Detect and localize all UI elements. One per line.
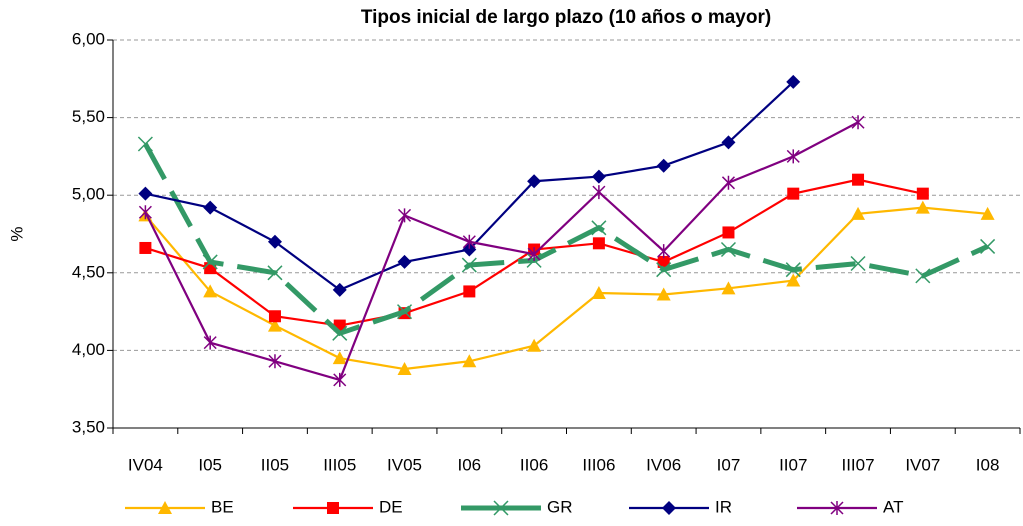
series-line bbox=[143, 142, 989, 337]
data-point bbox=[527, 174, 542, 189]
legend-label: DE bbox=[379, 497, 403, 516]
x-tick-label: I06 bbox=[458, 455, 482, 474]
data-point bbox=[850, 255, 866, 272]
data-point bbox=[851, 115, 865, 130]
data-point bbox=[657, 255, 670, 268]
legend-marker bbox=[830, 501, 844, 515]
x-tick-label: IV06 bbox=[646, 455, 681, 474]
data-point bbox=[592, 237, 605, 250]
data-point bbox=[786, 149, 800, 164]
x-tick-label: III06 bbox=[582, 455, 615, 474]
data-point bbox=[527, 247, 541, 262]
data-point bbox=[786, 273, 801, 287]
data-point bbox=[203, 284, 218, 298]
data-point bbox=[397, 362, 412, 376]
series-line bbox=[144, 121, 859, 382]
data-point bbox=[267, 234, 282, 249]
x-tick-label: IV05 bbox=[387, 455, 422, 474]
data-point bbox=[656, 287, 671, 301]
x-tick-label: IV07 bbox=[905, 455, 940, 474]
data-point bbox=[656, 158, 671, 173]
legend-label: BE bbox=[211, 497, 234, 516]
data-point bbox=[786, 74, 801, 89]
legend-marker bbox=[158, 501, 172, 514]
data-point bbox=[980, 238, 996, 254]
data-point bbox=[851, 206, 866, 220]
data-point bbox=[203, 335, 217, 350]
data-point bbox=[787, 187, 800, 200]
legend-label: AT bbox=[883, 497, 903, 516]
data-point bbox=[462, 354, 477, 368]
series-line bbox=[144, 206, 988, 371]
data-point bbox=[915, 268, 931, 284]
data-point bbox=[720, 241, 736, 258]
y-tick-label: 4,00 bbox=[72, 340, 105, 359]
legend-label: IR bbox=[715, 497, 732, 516]
data-point bbox=[656, 262, 672, 278]
data-point bbox=[592, 185, 606, 200]
data-point bbox=[785, 262, 801, 278]
data-point bbox=[722, 226, 735, 239]
y-tick-label: 6,00 bbox=[72, 29, 105, 48]
x-tick-label: II07 bbox=[779, 455, 807, 474]
chart-title: Tipos inicial de largo plazo (10 años o … bbox=[361, 7, 771, 28]
x-tick-label: I07 bbox=[717, 455, 741, 474]
data-point bbox=[139, 241, 152, 254]
legend-marker bbox=[493, 500, 509, 516]
y-axis-label: % bbox=[7, 226, 26, 241]
data-point bbox=[333, 372, 347, 387]
data-point bbox=[591, 169, 606, 184]
data-point bbox=[268, 310, 281, 323]
data-point bbox=[852, 173, 865, 186]
data-point bbox=[591, 285, 606, 299]
data-point bbox=[332, 325, 348, 341]
y-tick-label: 5,00 bbox=[72, 185, 105, 204]
x-tick-label: III07 bbox=[841, 455, 874, 474]
x-tick-label: III05 bbox=[323, 455, 356, 474]
x-tick-label: II05 bbox=[261, 455, 289, 474]
data-point bbox=[332, 282, 347, 297]
x-tick-label: I05 bbox=[198, 455, 222, 474]
data-point bbox=[721, 135, 736, 150]
data-point bbox=[397, 304, 413, 320]
data-point bbox=[267, 318, 282, 332]
data-point bbox=[915, 200, 930, 214]
data-point bbox=[137, 136, 153, 152]
data-point bbox=[397, 254, 412, 269]
y-tick-label: 5,50 bbox=[72, 107, 105, 126]
data-point bbox=[657, 244, 671, 259]
data-point bbox=[462, 234, 476, 249]
data-point bbox=[463, 285, 476, 298]
data-point bbox=[138, 186, 153, 201]
x-tick-label: IV04 bbox=[128, 455, 163, 474]
data-point bbox=[267, 265, 283, 281]
legend-marker bbox=[662, 501, 676, 515]
data-point bbox=[721, 281, 736, 295]
y-tick-label: 4,50 bbox=[72, 262, 105, 281]
data-point bbox=[461, 257, 477, 273]
data-point bbox=[138, 205, 152, 220]
data-point bbox=[202, 254, 218, 270]
legend-marker bbox=[327, 502, 339, 514]
data-point bbox=[268, 354, 282, 369]
data-point bbox=[591, 220, 607, 236]
y-tick-label: 3,50 bbox=[72, 417, 105, 436]
legend-label: GR bbox=[547, 497, 573, 516]
x-tick-label: II06 bbox=[520, 455, 548, 474]
data-point bbox=[721, 175, 735, 190]
data-point bbox=[332, 351, 347, 365]
x-tick-label: I08 bbox=[976, 455, 1000, 474]
data-point bbox=[203, 200, 218, 215]
data-point bbox=[916, 187, 929, 200]
data-point bbox=[398, 208, 412, 223]
data-point bbox=[527, 338, 542, 352]
data-point bbox=[980, 206, 995, 220]
